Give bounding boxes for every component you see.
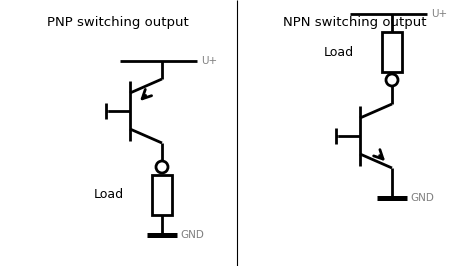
Text: NPN switching output: NPN switching output (283, 16, 427, 29)
Text: PNP switching output: PNP switching output (47, 16, 189, 29)
Text: Load: Load (94, 189, 124, 202)
Text: Load: Load (324, 45, 354, 59)
Text: U+: U+ (431, 9, 447, 19)
Bar (382, 32, 402, 72)
Bar (152, 175, 172, 215)
Text: GND: GND (410, 193, 434, 203)
Text: GND: GND (180, 230, 204, 240)
Text: U+: U+ (201, 56, 217, 66)
